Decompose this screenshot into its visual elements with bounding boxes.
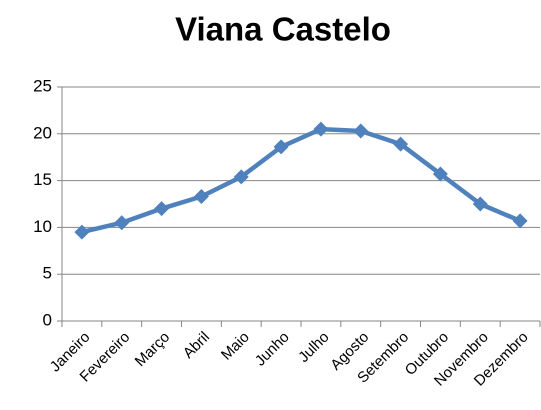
- marker: [393, 136, 409, 152]
- x-tick-label: Junho: [252, 329, 293, 370]
- marker: [353, 123, 369, 139]
- marker: [313, 121, 329, 137]
- marker: [432, 166, 448, 182]
- marker: [74, 224, 90, 240]
- y-tick-label: 15: [33, 170, 52, 189]
- x-tick-label: Abril: [180, 329, 213, 362]
- marker: [233, 169, 249, 185]
- y-tick-label: 20: [33, 123, 52, 142]
- y-tick-label: 10: [33, 217, 52, 236]
- x-tick-label: Maio: [218, 329, 253, 364]
- y-tick-label: 25: [33, 76, 52, 95]
- marker: [114, 215, 130, 231]
- line: [81, 126, 521, 235]
- marker: [193, 189, 209, 205]
- marker: [154, 201, 170, 217]
- marker: [512, 213, 528, 229]
- y-tick-label: 5: [43, 264, 52, 283]
- marker: [273, 139, 289, 155]
- chart-title: Viana Castelo: [175, 11, 391, 48]
- x-tick-label: Julho: [295, 329, 332, 366]
- marker: [472, 196, 488, 212]
- y-tick-label: 0: [43, 310, 52, 329]
- x-tick-label: Março: [132, 329, 173, 370]
